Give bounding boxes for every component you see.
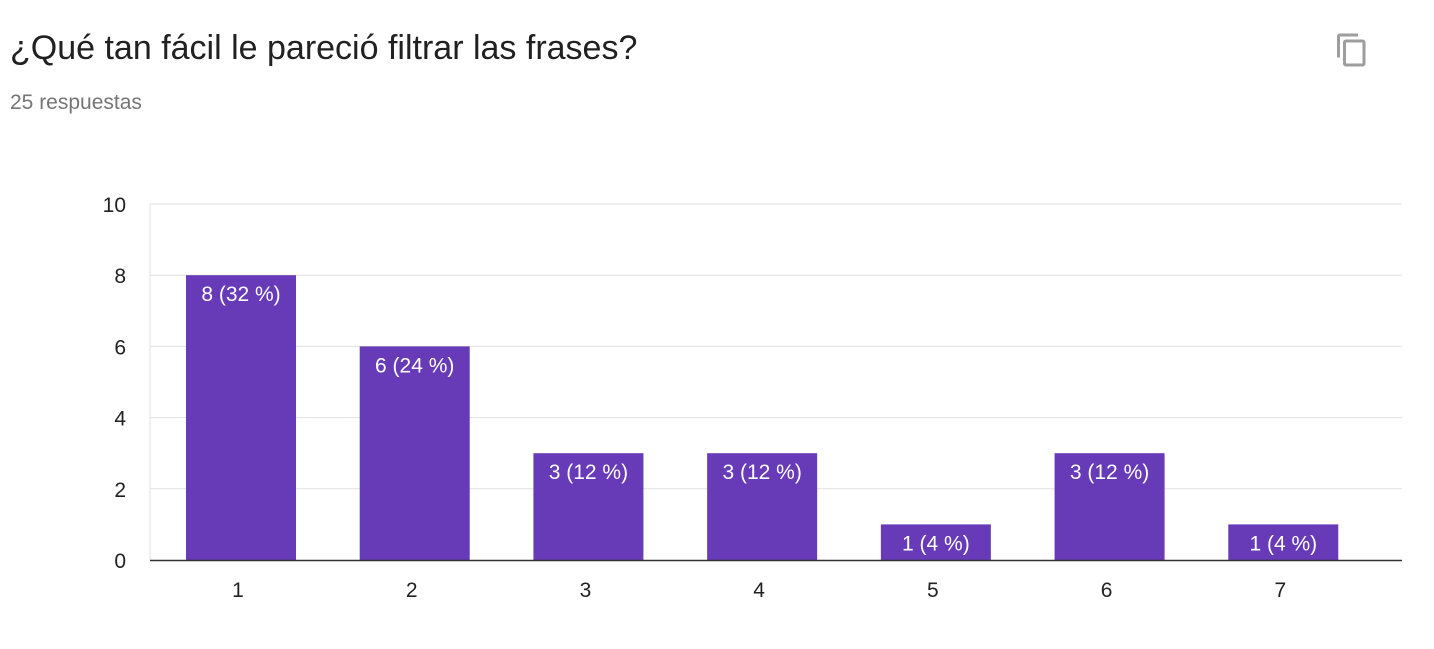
bar <box>533 453 644 560</box>
bar <box>1228 524 1339 560</box>
y-tick-label: 8 <box>114 265 126 288</box>
x-tick-label: 7 <box>1274 579 1286 602</box>
x-tick-label: 6 <box>1101 579 1113 602</box>
data-label: 1 (4 %) <box>1249 532 1317 555</box>
y-tick-label: 4 <box>114 408 126 431</box>
data-label: 6 (24 %) <box>375 354 454 377</box>
x-tick-label: 2 <box>406 579 418 602</box>
x-tick-label: 4 <box>753 579 765 602</box>
x-tick-label: 3 <box>580 579 592 602</box>
bar <box>880 524 991 560</box>
data-label: 8 (32 %) <box>201 283 280 306</box>
y-tick-label: 6 <box>114 336 126 359</box>
bar <box>1054 453 1165 560</box>
data-label: 1 (4 %) <box>902 532 970 555</box>
response-count: 25 respuestas <box>10 91 142 114</box>
copy-icon <box>1337 33 1366 67</box>
copy-chart-button[interactable] <box>1328 26 1376 74</box>
data-label: 3 (12 %) <box>1070 461 1149 484</box>
data-label: 3 (12 %) <box>722 461 801 484</box>
question-title: ¿Qué tan fácil le pareció filtrar las fr… <box>10 29 638 67</box>
data-label: 3 (12 %) <box>549 461 628 484</box>
x-tick-label: 1 <box>232 579 244 602</box>
y-tick-label: 0 <box>114 550 126 573</box>
y-tick-label: 10 <box>103 194 126 217</box>
bar <box>707 453 818 560</box>
bar <box>359 346 470 560</box>
bar <box>186 275 296 560</box>
x-tick-label: 5 <box>927 579 939 602</box>
y-tick-label: 2 <box>114 479 126 502</box>
